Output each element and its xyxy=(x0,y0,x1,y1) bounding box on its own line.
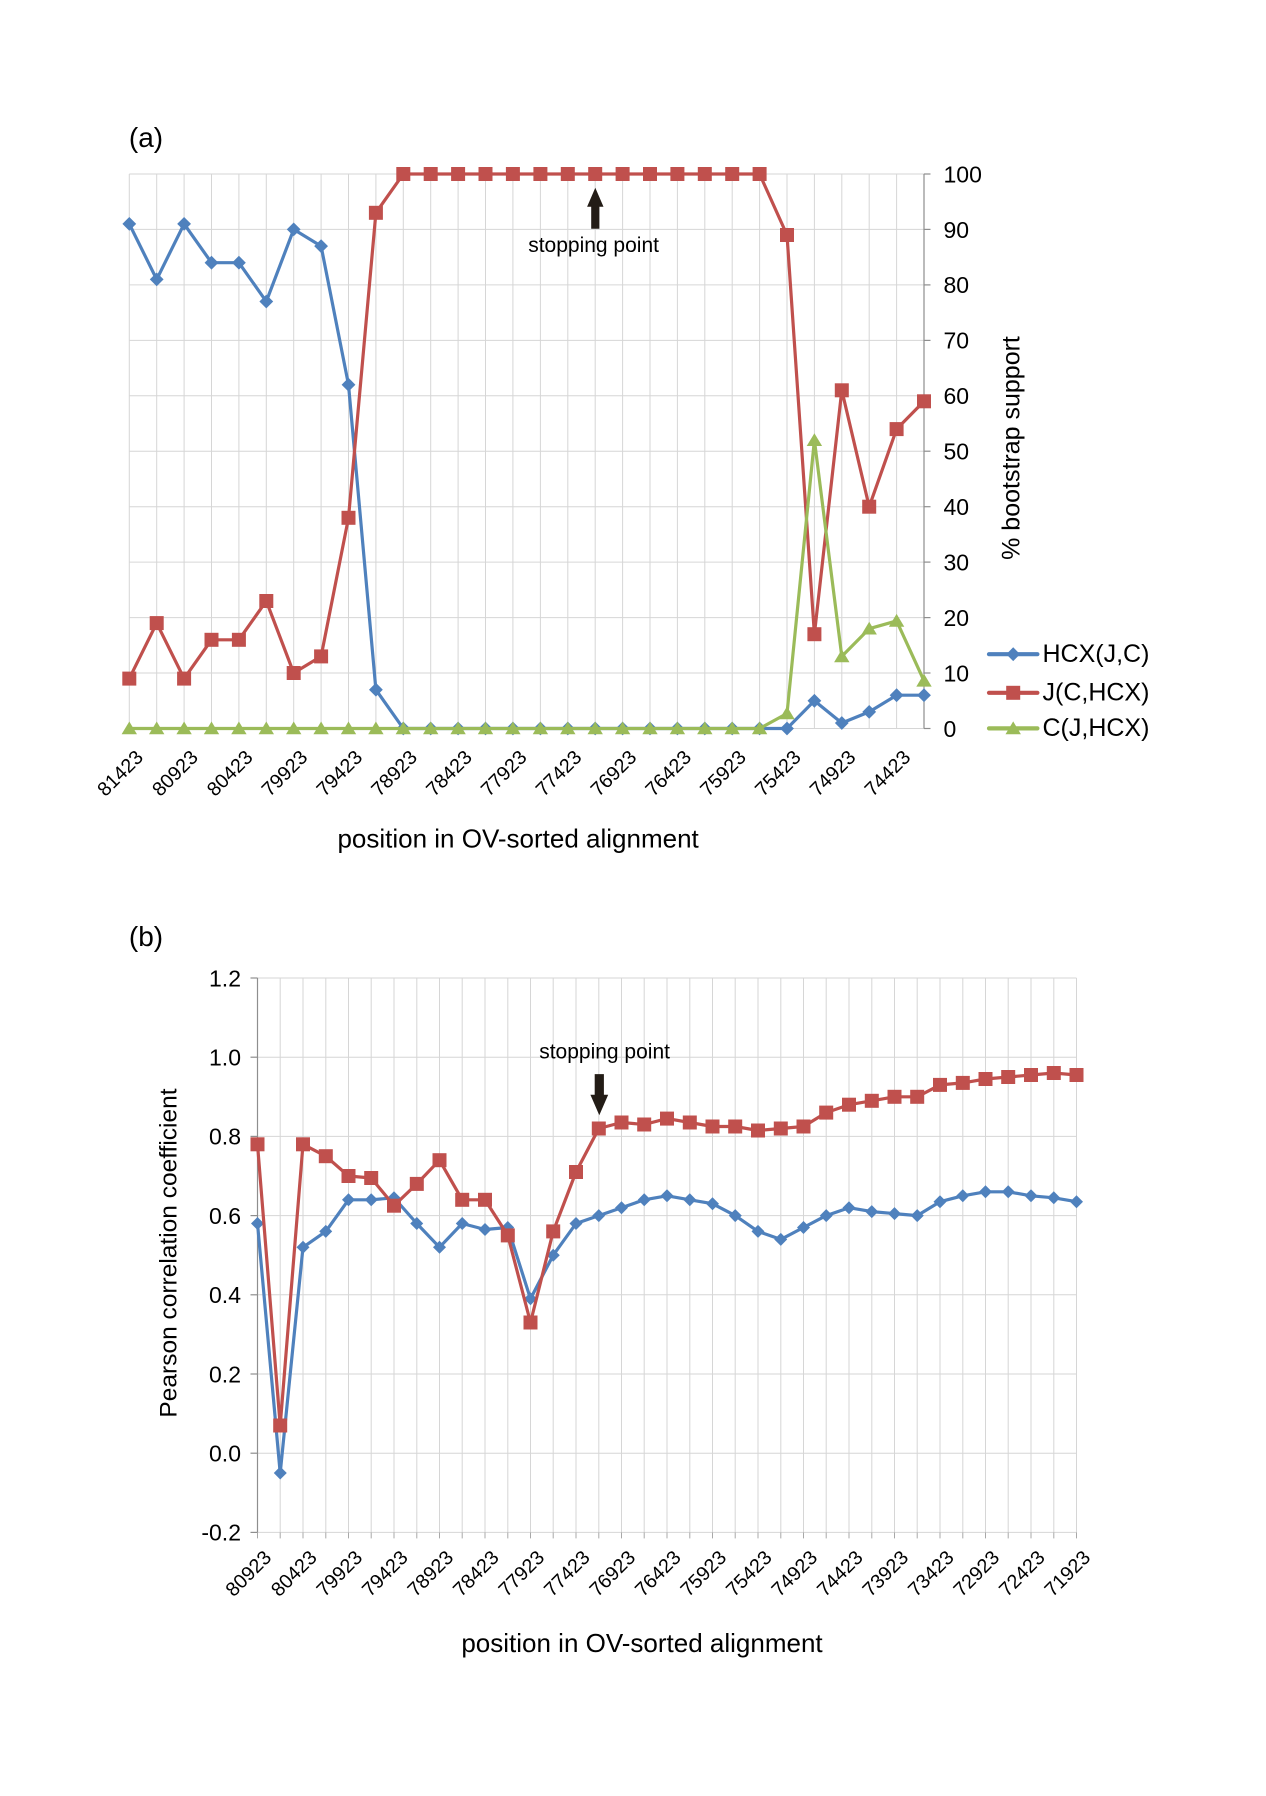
svg-text:HCX(J,C): HCX(J,C) xyxy=(1043,640,1150,668)
svg-text:0.4: 0.4 xyxy=(209,1282,241,1308)
svg-text:20: 20 xyxy=(944,605,970,631)
svg-text:1.0: 1.0 xyxy=(209,1045,241,1071)
svg-text:position in OV-sorted alignmen: position in OV-sorted alignment xyxy=(337,824,699,854)
svg-text:50: 50 xyxy=(944,439,970,465)
svg-text:70: 70 xyxy=(944,328,970,354)
svg-text:80: 80 xyxy=(944,272,970,298)
svg-text:(a): (a) xyxy=(129,122,163,153)
svg-text:100: 100 xyxy=(944,161,982,187)
svg-text:position in OV-sorted alignmen: position in OV-sorted alignment xyxy=(461,1628,823,1658)
svg-text:0.2: 0.2 xyxy=(209,1361,241,1387)
svg-text:J(C,HCX): J(C,HCX) xyxy=(1043,679,1150,707)
svg-text:40: 40 xyxy=(944,494,970,520)
svg-text:0: 0 xyxy=(944,716,957,742)
svg-text:(b): (b) xyxy=(129,921,163,952)
svg-text:0.8: 0.8 xyxy=(209,1124,241,1150)
svg-text:60: 60 xyxy=(944,383,970,409)
svg-text:C(J,HCX): C(J,HCX) xyxy=(1043,714,1150,742)
svg-text:Pearson correlation coefficien: Pearson correlation coefficient xyxy=(156,1088,183,1417)
svg-text:% bootstrap support: % bootstrap support xyxy=(998,336,1026,560)
svg-text:stopping point: stopping point xyxy=(539,1040,670,1063)
svg-text:0.0: 0.0 xyxy=(209,1441,241,1467)
svg-text:90: 90 xyxy=(944,217,970,243)
svg-text:1.2: 1.2 xyxy=(209,965,241,991)
svg-text:10: 10 xyxy=(944,660,970,686)
svg-text:-0.2: -0.2 xyxy=(201,1520,241,1546)
svg-text:stopping point: stopping point xyxy=(528,234,659,257)
svg-text:30: 30 xyxy=(944,549,970,575)
svg-text:0.6: 0.6 xyxy=(209,1203,241,1229)
